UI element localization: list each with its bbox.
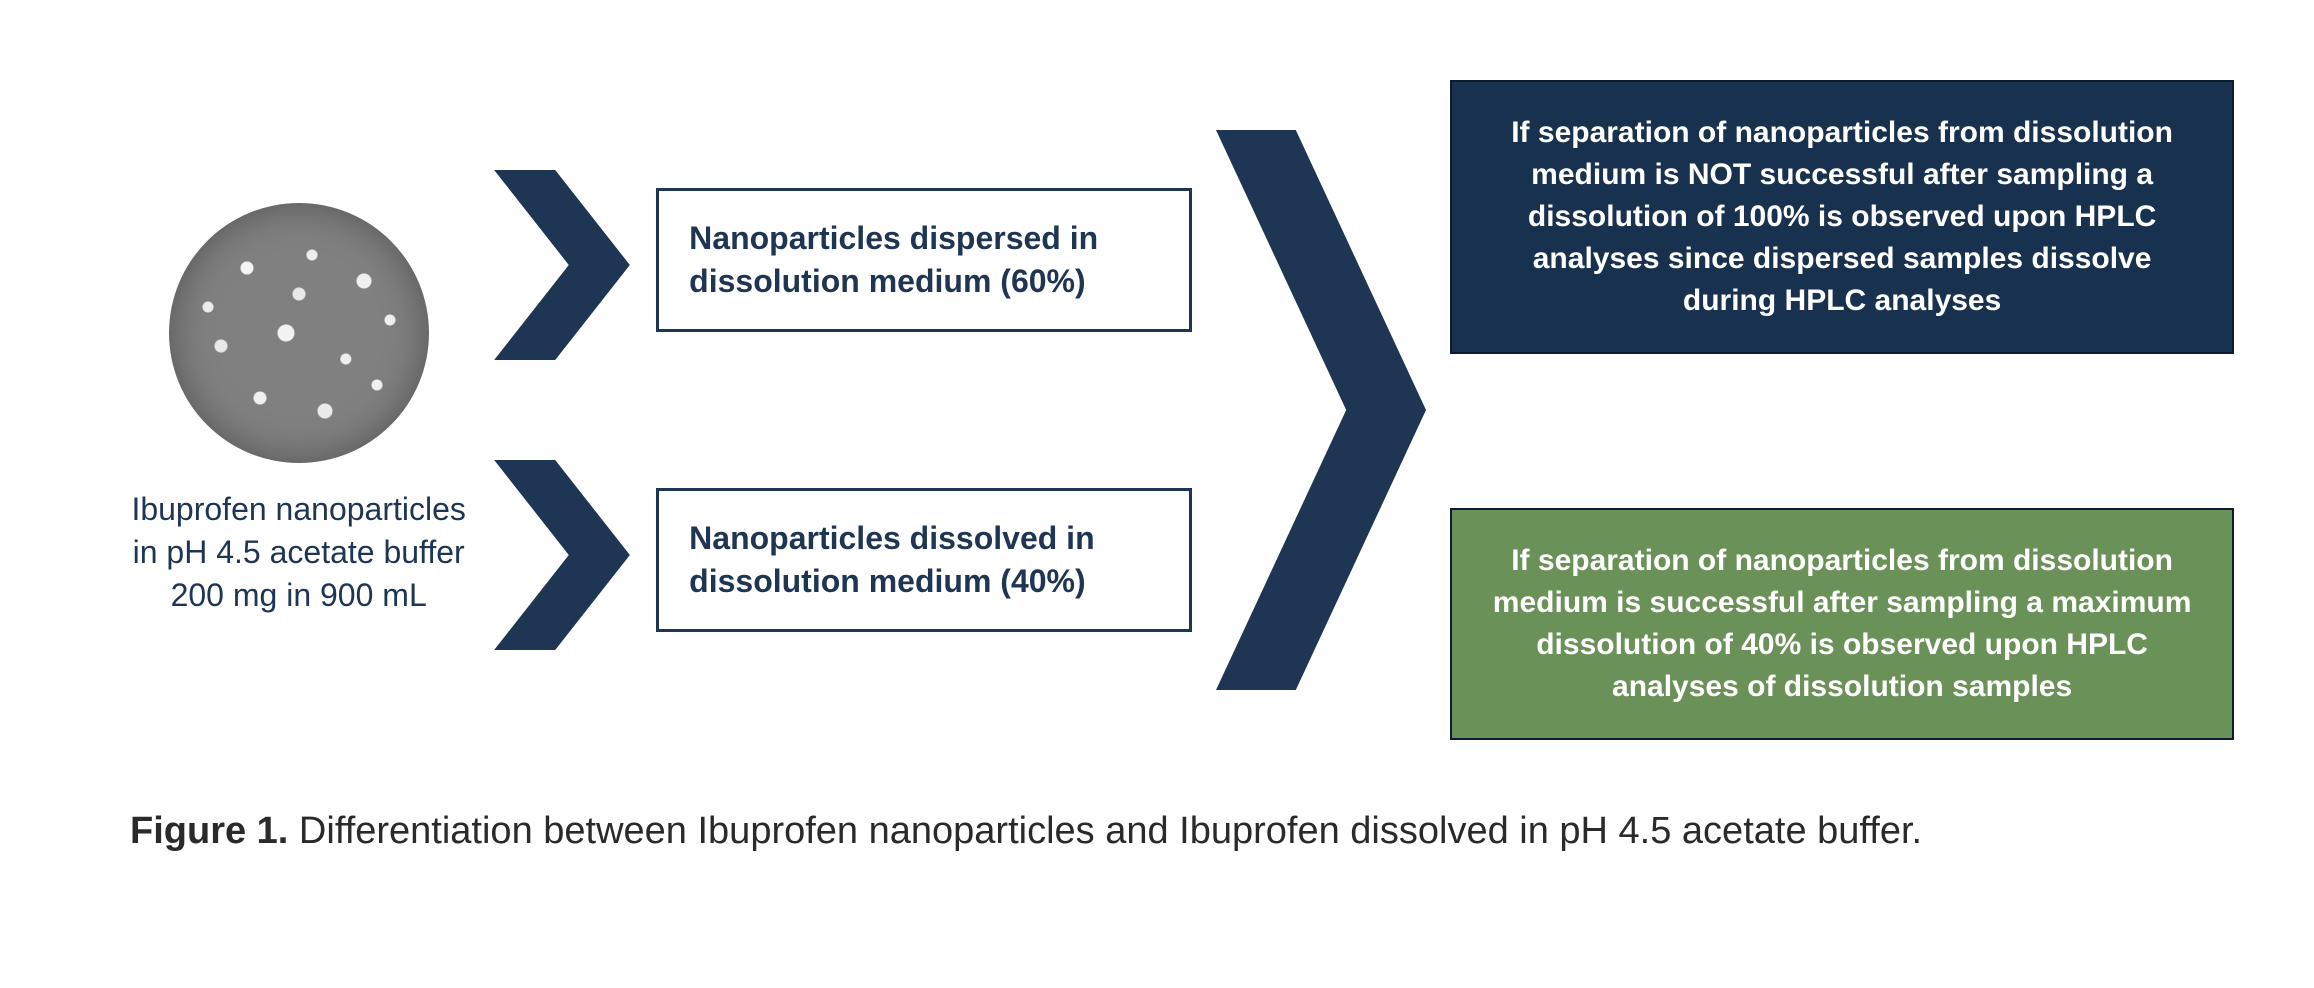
chevron-pair-column	[487, 70, 636, 750]
outcome-boxes-column: If separation of nanoparticles from diss…	[1450, 70, 2234, 750]
big-chevron-column	[1212, 70, 1430, 750]
sample-caption: Ibuprofen nanoparticles in pH 4.5 acetat…	[130, 488, 467, 618]
dissolved-box: Nanoparticles dissolved in dissolution m…	[656, 488, 1192, 632]
chevron-svg	[1216, 130, 1426, 690]
chevron-svg	[492, 460, 632, 650]
figure-label: Figure 1.	[130, 810, 288, 852]
chevron-right-large-icon	[1216, 130, 1426, 690]
outcome-successful-box: If separation of nanoparticles from diss…	[1450, 508, 2234, 740]
nanoparticle-sample-image	[169, 203, 429, 463]
figure-caption: Figure 1. Differentiation between Ibupro…	[130, 810, 2234, 853]
sample-column: Ibuprofen nanoparticles in pH 4.5 acetat…	[130, 70, 467, 750]
chevron-svg	[492, 170, 632, 360]
figure-text: Differentiation between Ibuprofen nanopa…	[288, 810, 1922, 852]
flow-diagram: Ibuprofen nanoparticles in pH 4.5 acetat…	[130, 70, 2234, 750]
chevron-right-icon	[492, 170, 632, 360]
chevron-right-icon	[492, 460, 632, 650]
outcome-not-successful-box: If separation of nanoparticles from diss…	[1450, 80, 2234, 354]
state-boxes-column: Nanoparticles dispersed in dissolution m…	[656, 70, 1192, 750]
dispersed-box: Nanoparticles dispersed in dissolution m…	[656, 188, 1192, 332]
